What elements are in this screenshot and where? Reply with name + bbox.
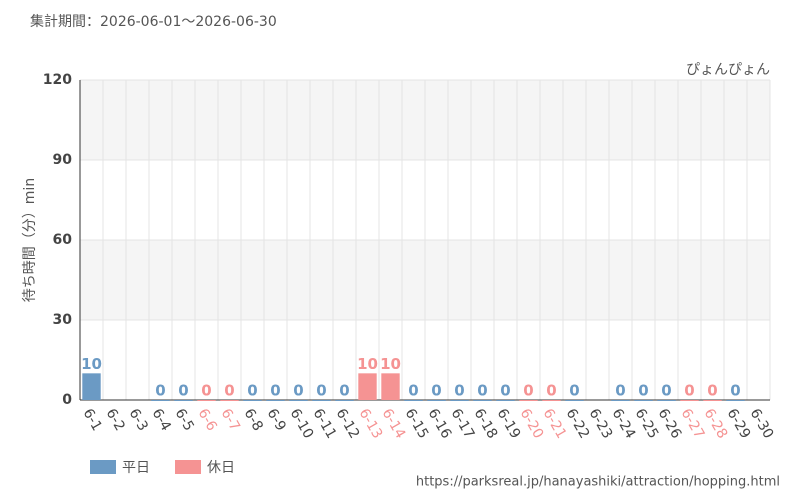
- value-label: 0: [615, 382, 625, 400]
- bar: [404, 400, 423, 401]
- bar: [243, 400, 262, 401]
- x-tick-label: 6-29: [724, 406, 754, 442]
- x-tick-label: 6-4: [149, 406, 174, 434]
- bar: [726, 400, 745, 401]
- x-tick-label: 6-25: [632, 406, 662, 442]
- x-tick-label: 6-24: [609, 406, 639, 442]
- value-label: 10: [357, 355, 378, 373]
- x-tick-label: 6-10: [287, 406, 317, 442]
- bar: [82, 373, 101, 400]
- bar: [220, 400, 239, 401]
- x-tick-label: 6-17: [448, 406, 478, 442]
- legend-swatch: [175, 460, 201, 474]
- legend-label: 平日: [122, 460, 150, 476]
- value-label: 0: [684, 382, 694, 400]
- value-label: 0: [730, 382, 740, 400]
- y-tick-label: 60: [53, 232, 73, 248]
- x-tick-label: 6-21: [540, 406, 570, 442]
- x-tick-label: 6-20: [517, 406, 547, 442]
- bar: [174, 400, 193, 401]
- y-tick-label: 120: [43, 72, 72, 88]
- value-label: 0: [546, 382, 556, 400]
- bar: [151, 400, 170, 401]
- value-label: 10: [81, 355, 102, 373]
- bar: [266, 400, 285, 401]
- x-tick-label: 6-30: [747, 406, 777, 442]
- value-label: 0: [661, 382, 671, 400]
- bar: [450, 400, 469, 401]
- x-tick-label: 6-27: [678, 406, 708, 442]
- value-label: 0: [408, 382, 418, 400]
- bar: [289, 400, 308, 401]
- value-label: 0: [316, 382, 326, 400]
- x-tick-label: 6-22: [563, 406, 593, 442]
- bar: [565, 400, 584, 401]
- value-label: 0: [270, 382, 280, 400]
- value-label: 0: [477, 382, 487, 400]
- value-label: 0: [569, 382, 579, 400]
- bar: [358, 373, 377, 400]
- x-tick-label: 6-16: [425, 406, 455, 442]
- x-tick-label: 6-19: [494, 406, 524, 442]
- bar: [496, 400, 515, 401]
- value-label: 10: [380, 355, 401, 373]
- bar: [634, 400, 653, 401]
- value-label: 0: [247, 382, 257, 400]
- bar: [197, 400, 216, 401]
- x-tick-label: 6-13: [356, 406, 386, 442]
- value-label: 0: [224, 382, 234, 400]
- value-label: 0: [155, 382, 165, 400]
- bar: [381, 373, 400, 400]
- x-tick-label: 6-18: [471, 406, 501, 442]
- value-label: 0: [523, 382, 533, 400]
- x-tick-label: 6-7: [218, 406, 243, 434]
- bar: [542, 400, 561, 401]
- value-label: 0: [707, 382, 717, 400]
- x-tick-label: 6-15: [402, 406, 432, 442]
- y-axis-label: 待ち時間（分）min: [22, 178, 38, 302]
- value-label: 0: [178, 382, 188, 400]
- bar: [680, 400, 699, 401]
- x-tick-label: 6-26: [655, 406, 685, 442]
- value-label: 0: [454, 382, 464, 400]
- subtitle: ぴょんぴょん: [686, 62, 770, 78]
- legend-swatch: [90, 460, 116, 474]
- x-tick-label: 6-8: [241, 406, 266, 434]
- x-tick-label: 6-1: [80, 406, 105, 434]
- value-label: 0: [339, 382, 349, 400]
- chart-title: 集計期間：2026-06-01～2026-06-30: [30, 13, 277, 30]
- y-tick-label: 0: [62, 392, 72, 408]
- x-tick-label: 6-28: [701, 406, 731, 442]
- x-tick-label: 6-9: [264, 406, 289, 434]
- x-tick-label: 6-2: [103, 406, 128, 434]
- x-tick-label: 6-12: [333, 406, 363, 442]
- x-tick-label: 6-3: [126, 406, 151, 434]
- value-label: 0: [500, 382, 510, 400]
- value-label: 0: [638, 382, 648, 400]
- y-tick-label: 90: [53, 152, 73, 168]
- value-label: 0: [201, 382, 211, 400]
- x-tick-label: 6-5: [172, 406, 197, 434]
- bar: [703, 400, 722, 401]
- bar: [611, 400, 630, 401]
- bar: [427, 400, 446, 401]
- source: https://parksreal.jp/hanayashiki/attract…: [416, 475, 780, 490]
- value-label: 0: [293, 382, 303, 400]
- x-tick-label: 6-23: [586, 406, 616, 442]
- x-tick-label: 6-11: [310, 406, 340, 442]
- bar: [312, 400, 331, 401]
- bar: [335, 400, 354, 401]
- x-tick-label: 6-14: [379, 406, 409, 442]
- y-tick-label: 30: [53, 312, 73, 328]
- x-tick-label: 6-6: [195, 406, 220, 434]
- bar: [473, 400, 492, 401]
- bar: [657, 400, 676, 401]
- legend-label: 休日: [207, 460, 235, 476]
- value-label: 0: [431, 382, 441, 400]
- bar: [519, 400, 538, 401]
